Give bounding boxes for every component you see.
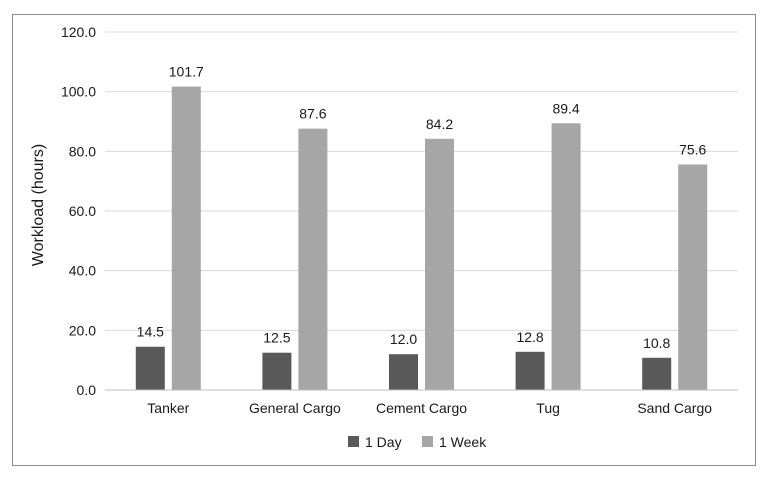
legend-swatch bbox=[348, 436, 359, 447]
bar-1-week bbox=[425, 138, 454, 390]
legend-swatch bbox=[422, 436, 433, 447]
x-tick-label: General Cargo bbox=[249, 400, 341, 416]
legend-label: 1 Week bbox=[439, 434, 487, 450]
data-labels: 14.5 101.7 12.5 87.6 12.0 84.2 12.8 89.4 10.8 75.… bbox=[137, 64, 707, 351]
data-label: 12.8 bbox=[516, 329, 543, 345]
bar-1-day bbox=[389, 354, 418, 390]
bar-1-day bbox=[642, 357, 672, 390]
x-tick-label: Sand Cargo bbox=[637, 400, 712, 416]
y-axis-label: Workload (hours) bbox=[30, 144, 47, 266]
data-label: 89.4 bbox=[552, 100, 579, 116]
y-tick-label: 0.0 bbox=[77, 382, 97, 398]
data-label: 87.6 bbox=[299, 106, 326, 122]
x-tick-label: Tanker bbox=[147, 400, 189, 416]
legend-label: 1 Day bbox=[365, 434, 402, 450]
bar-1-week bbox=[551, 123, 581, 390]
y-tick-label: 40.0 bbox=[69, 263, 96, 279]
bar-1-day bbox=[262, 352, 292, 390]
gridlines bbox=[105, 31, 738, 331]
data-label: 75.6 bbox=[679, 141, 706, 157]
data-label: 14.5 bbox=[137, 324, 164, 340]
y-tick-label: 60.0 bbox=[69, 203, 96, 219]
y-tick-label: 120.0 bbox=[61, 24, 96, 40]
y-axis-ticks: 0.0 20.0 40.0 60.0 80.0 100.0 120.0 bbox=[61, 24, 96, 398]
data-label: 10.8 bbox=[643, 335, 670, 351]
bar-1-day bbox=[135, 346, 165, 390]
legend: 1 Day 1 Week bbox=[348, 434, 487, 450]
chart-frame bbox=[12, 14, 756, 466]
x-axis-ticks: Tanker General Cargo Cement Cargo Tug Sand C… bbox=[147, 400, 712, 416]
data-label: 12.5 bbox=[263, 330, 290, 346]
data-label: 101.7 bbox=[169, 64, 204, 80]
bar-1-day bbox=[515, 351, 545, 390]
data-label: 84.2 bbox=[426, 116, 453, 132]
y-tick-label: 20.0 bbox=[69, 322, 96, 338]
x-tick-label: Cement Cargo bbox=[376, 400, 467, 416]
y-tick-label: 80.0 bbox=[69, 143, 96, 159]
y-tick-label: 100.0 bbox=[61, 84, 96, 100]
x-tick-label: Tug bbox=[536, 400, 560, 416]
bars bbox=[135, 86, 708, 390]
bar-1-week bbox=[171, 86, 201, 390]
data-label: 12.0 bbox=[390, 331, 417, 347]
bar-1-week bbox=[678, 164, 708, 390]
bar-1-week bbox=[298, 128, 328, 390]
